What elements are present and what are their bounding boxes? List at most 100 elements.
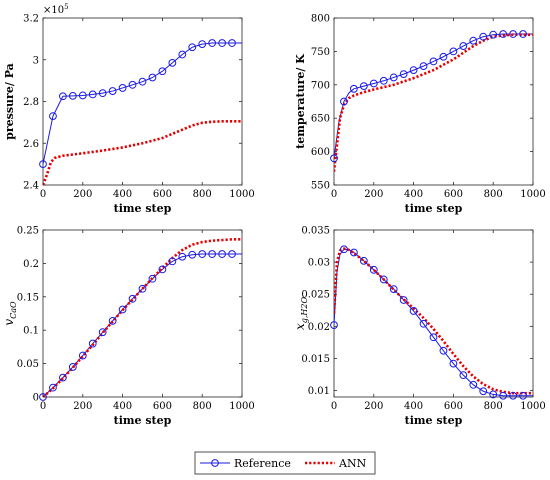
reference-marker <box>389 73 398 82</box>
x-tick-label: 600 <box>153 189 172 200</box>
reference-marker <box>208 39 217 47</box>
reference-marker <box>49 383 57 392</box>
reference-marker <box>98 89 107 98</box>
y-axis-label: temperature/ K <box>294 54 307 149</box>
reference-marker <box>379 275 388 284</box>
reference-marker <box>158 67 167 76</box>
reference-marker <box>519 30 527 38</box>
reference-marker <box>389 285 398 293</box>
reference-marker <box>168 58 177 67</box>
reference-marker <box>340 97 348 106</box>
y-tick-label: 650 <box>311 114 330 125</box>
y-tick-label: 0.15 <box>17 292 39 303</box>
reference-marker <box>218 39 227 47</box>
x-tick-label: 1000 <box>229 401 254 412</box>
y-axis-label: pressure/ Pa <box>3 63 16 140</box>
x-tick-label: 400 <box>113 189 132 200</box>
y-tick-label: 0.1 <box>23 326 39 337</box>
series-line-ann <box>334 247 533 395</box>
reference-marker <box>330 154 338 163</box>
reference-marker <box>459 371 468 380</box>
reference-marker <box>158 265 167 274</box>
y-tick-label: 0.035 <box>301 226 330 237</box>
y-tick-label: 0.25 <box>17 226 39 237</box>
reference-marker <box>228 250 236 258</box>
reference-marker <box>369 79 378 88</box>
x-tick-label: 200 <box>364 401 383 412</box>
reference-marker <box>188 250 197 259</box>
reference-marker <box>330 321 338 329</box>
x-tick-label: 600 <box>444 189 463 200</box>
y-tick-label: 600 <box>311 147 330 158</box>
reference-marker <box>39 393 47 401</box>
x-tick-label: 1000 <box>229 189 254 200</box>
x-tick-label: 1000 <box>520 189 545 200</box>
x-tick-label: 1000 <box>520 401 545 412</box>
y-axis-label: xg,H2O <box>293 297 309 331</box>
reference-marker <box>108 316 117 325</box>
x-tick-label: 400 <box>404 189 423 200</box>
reference-marker <box>198 250 207 258</box>
reference-marker <box>148 73 157 82</box>
plot-area <box>42 229 243 398</box>
legend-reference-label: Reference <box>234 457 291 470</box>
x-tick-label: 200 <box>364 189 383 200</box>
legend-box <box>194 451 376 475</box>
reference-marker <box>108 87 117 95</box>
x-tick-label: 800 <box>193 401 212 412</box>
exponent-power: 5 <box>64 3 68 11</box>
reference-marker <box>88 339 97 348</box>
x-tick-label: 200 <box>73 401 92 412</box>
y-tick-label: 2.8 <box>23 97 39 108</box>
y-tick-label: 2.4 <box>23 181 39 192</box>
y-tick-label: 700 <box>311 80 330 91</box>
exponent-base: ×10 <box>43 5 64 16</box>
x-tick-label: 400 <box>404 401 423 412</box>
y-tick-label: 0.03 <box>308 258 330 269</box>
series-line-ann <box>43 238 242 397</box>
reference-marker <box>340 245 348 254</box>
subplot-vcao: 0 200 400 600 800 1000 0 0.05 0.1 0.15 0.2 0.25 time… <box>2 226 255 428</box>
reference-marker <box>98 328 107 337</box>
reference-marker <box>68 363 77 371</box>
x-tick-label: 600 <box>444 401 463 412</box>
reference-marker <box>118 305 127 314</box>
reference-marker <box>359 82 368 91</box>
x-tick-label: 0 <box>331 401 337 412</box>
reference-marker <box>399 70 408 79</box>
reference-marker <box>178 252 187 261</box>
reference-marker <box>479 387 488 396</box>
y-axis-label-main: x <box>293 323 307 330</box>
reference-marker <box>419 319 428 328</box>
reference-marker <box>459 42 468 50</box>
x-axis-label: time step <box>405 202 463 215</box>
y-tick-label: 0.015 <box>301 354 330 365</box>
y-tick-label: 3.2 <box>23 14 39 25</box>
reference-marker <box>218 250 227 258</box>
reference-marker <box>198 40 207 48</box>
y-tick-label: 3 <box>33 55 39 66</box>
reference-marker <box>439 52 448 61</box>
y-tick-label: 800 <box>311 14 330 25</box>
subplot-xgh2o: 0 200 400 600 800 1000 0.01 0.015 0.02 0.025 0.03 0… <box>293 226 546 428</box>
reference-marker <box>519 391 527 400</box>
reference-marker <box>88 90 97 99</box>
legend: Reference ANN <box>194 451 376 475</box>
reference-marker <box>59 373 67 382</box>
reference-marker <box>409 307 418 315</box>
reference-marker <box>78 351 87 360</box>
plot-area <box>333 229 534 398</box>
reference-marker <box>499 30 508 38</box>
reference-marker <box>369 265 378 274</box>
reference-marker <box>479 32 488 41</box>
reference-marker <box>208 250 217 258</box>
y-tick-label: 2.6 <box>23 139 39 150</box>
reference-marker <box>399 296 408 304</box>
x-tick-label: 0 <box>40 189 46 200</box>
x-tick-label: 800 <box>484 401 503 412</box>
reference-marker <box>138 284 147 293</box>
y-axis-label: vCaO <box>2 301 18 326</box>
x-axis-label: time step <box>114 414 172 427</box>
y-tick-label: 0.02 <box>308 322 330 333</box>
reference-marker <box>118 84 127 92</box>
